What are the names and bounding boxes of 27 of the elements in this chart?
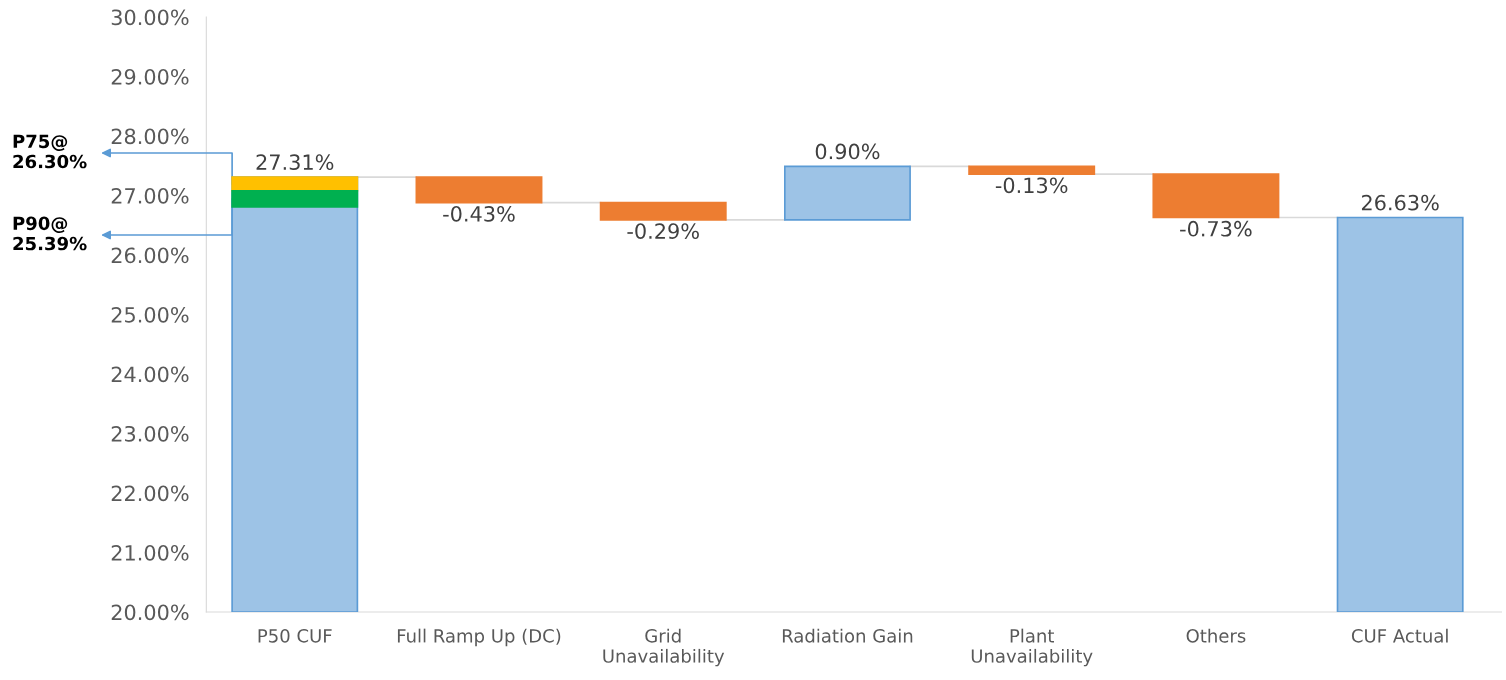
data-label: 0.90% — [815, 143, 880, 160]
data-label: -0.29% — [627, 223, 699, 239]
data-label: 27.31% — [256, 154, 334, 171]
x-tick-label: P50 CUF — [258, 628, 332, 643]
x-tick-label: Grid Unavailability — [603, 628, 725, 667]
y-tick-label: 28.00% — [111, 128, 189, 145]
data-label: -0.73% — [1180, 220, 1252, 237]
y-tick-label: 30.00% — [111, 9, 189, 26]
y-tick-label: 22.00% — [111, 485, 189, 502]
y-tick-label: 24.00% — [111, 366, 189, 383]
x-tick-label: Others — [1186, 628, 1246, 643]
data-label: -0.43% — [443, 205, 515, 222]
data-label: 26.63% — [1361, 194, 1439, 211]
y-tick-label: 25.00% — [111, 306, 189, 323]
x-tick-label: Full Ramp Up (DC) — [397, 628, 561, 647]
data-label: -0.13% — [995, 177, 1068, 194]
y-tick-label: 21.00% — [111, 544, 189, 561]
text: P90@ 25.39% — [13, 216, 87, 251]
y-tick-label: 29.00% — [111, 68, 189, 85]
y-tick-label: 26.00% — [111, 247, 189, 264]
y-tick-label: 27.00% — [111, 187, 189, 204]
x-tick-label: Radiation Gain — [782, 628, 913, 643]
y-tick-label: 23.00% — [111, 425, 189, 442]
y-tick-label: 20.00% — [111, 604, 189, 621]
text: P75@ 26.30% — [13, 134, 87, 169]
x-tick-label: CUF Actual — [1351, 628, 1448, 643]
x-tick-label: Plant Unavailability — [971, 628, 1093, 667]
